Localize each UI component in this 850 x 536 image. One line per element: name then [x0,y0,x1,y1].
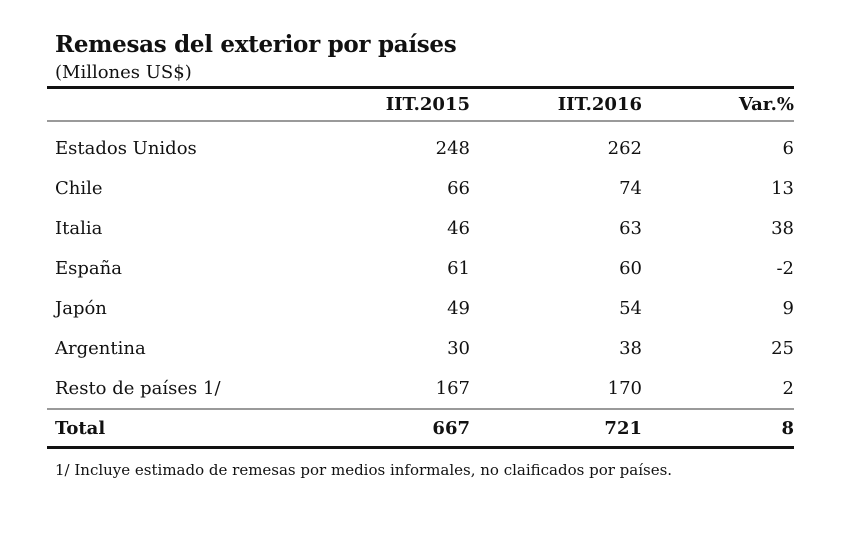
value-2016-cell: 63 [619,217,642,239]
country-cell: Resto de países 1/ [55,377,221,399]
header-rule [47,120,794,122]
var-cell: 25 [771,337,794,359]
var-cell: 9 [782,297,794,319]
total-rule [47,408,794,410]
value-2015-cell: 167 [435,377,470,399]
value-2015-cell: 61 [447,257,470,279]
footnote: 1/ Incluye estimado de remesas por medio… [55,461,673,479]
country-cell: Argentina [55,337,146,359]
value-2016-cell: 170 [607,377,642,399]
value-2015-cell: 49 [447,297,470,319]
value-2016-cell: 262 [607,137,642,159]
header-2016: IIT.2016 [557,94,642,115]
header-var: Var.% [738,94,794,115]
value-2015-cell: 46 [447,217,470,239]
value-2016-cell: 38 [619,337,642,359]
var-cell: -2 [776,257,794,279]
table-row: Italia 46 63 38 [47,208,794,248]
bottom-rule [47,446,794,449]
value-2016-cell: 74 [619,177,642,199]
value-2016-cell: 60 [619,257,642,279]
table-row: Chile 66 74 13 [47,168,794,208]
top-rule [47,86,794,89]
value-2015-cell: 248 [435,137,470,159]
table-row: Resto de países 1/ 167 170 2 [47,368,794,408]
header-2015: IIT.2015 [385,94,470,115]
total-var: 8 [781,417,794,439]
total-2016: 721 [604,417,642,439]
country-cell: Italia [55,217,103,239]
country-cell: España [55,257,122,279]
value-2015-cell: 30 [447,337,470,359]
country-cell: Chile [55,177,103,199]
table-body: Estados Unidos 248 262 6 Chile 66 74 13 … [47,128,794,408]
country-cell: Estados Unidos [55,137,197,159]
value-2016-cell: 54 [619,297,642,319]
var-cell: 38 [771,217,794,239]
country-cell: Japón [55,297,107,319]
var-cell: 6 [782,137,794,159]
total-2015: 667 [432,417,470,439]
remittances-table-figure: Remesas del exterior por países (Millone… [47,28,794,479]
header-row: IIT.2015 IIT.2016 Var.% [47,89,794,120]
total-label: Total [55,417,106,439]
total-row: Total 667 721 8 [47,410,794,446]
table-subtitle: (Millones US$) [55,62,192,83]
table-row: España 61 60 -2 [47,248,794,288]
table-title: Remesas del exterior por países [55,31,457,58]
var-cell: 2 [782,377,794,399]
table-row: Argentina 30 38 25 [47,328,794,368]
table-row: Japón 49 54 9 [47,288,794,328]
table-row: Estados Unidos 248 262 6 [47,128,794,168]
var-cell: 13 [771,177,794,199]
value-2015-cell: 66 [447,177,470,199]
